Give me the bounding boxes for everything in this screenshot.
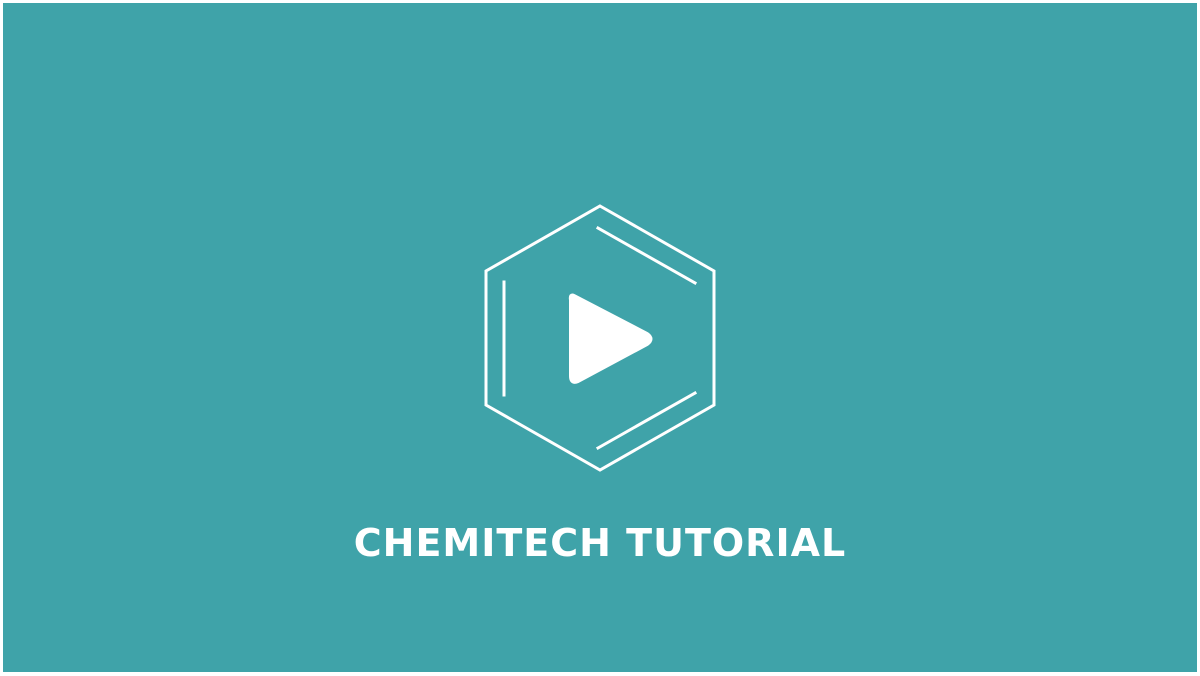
bond-line-bottom-right: [595, 390, 698, 451]
video-title: CHEMITECH TUTORIAL: [353, 521, 847, 565]
bond-line-top-right: [595, 225, 698, 286]
play-icon[interactable]: [568, 293, 653, 384]
hexagon-outline: [484, 204, 716, 472]
